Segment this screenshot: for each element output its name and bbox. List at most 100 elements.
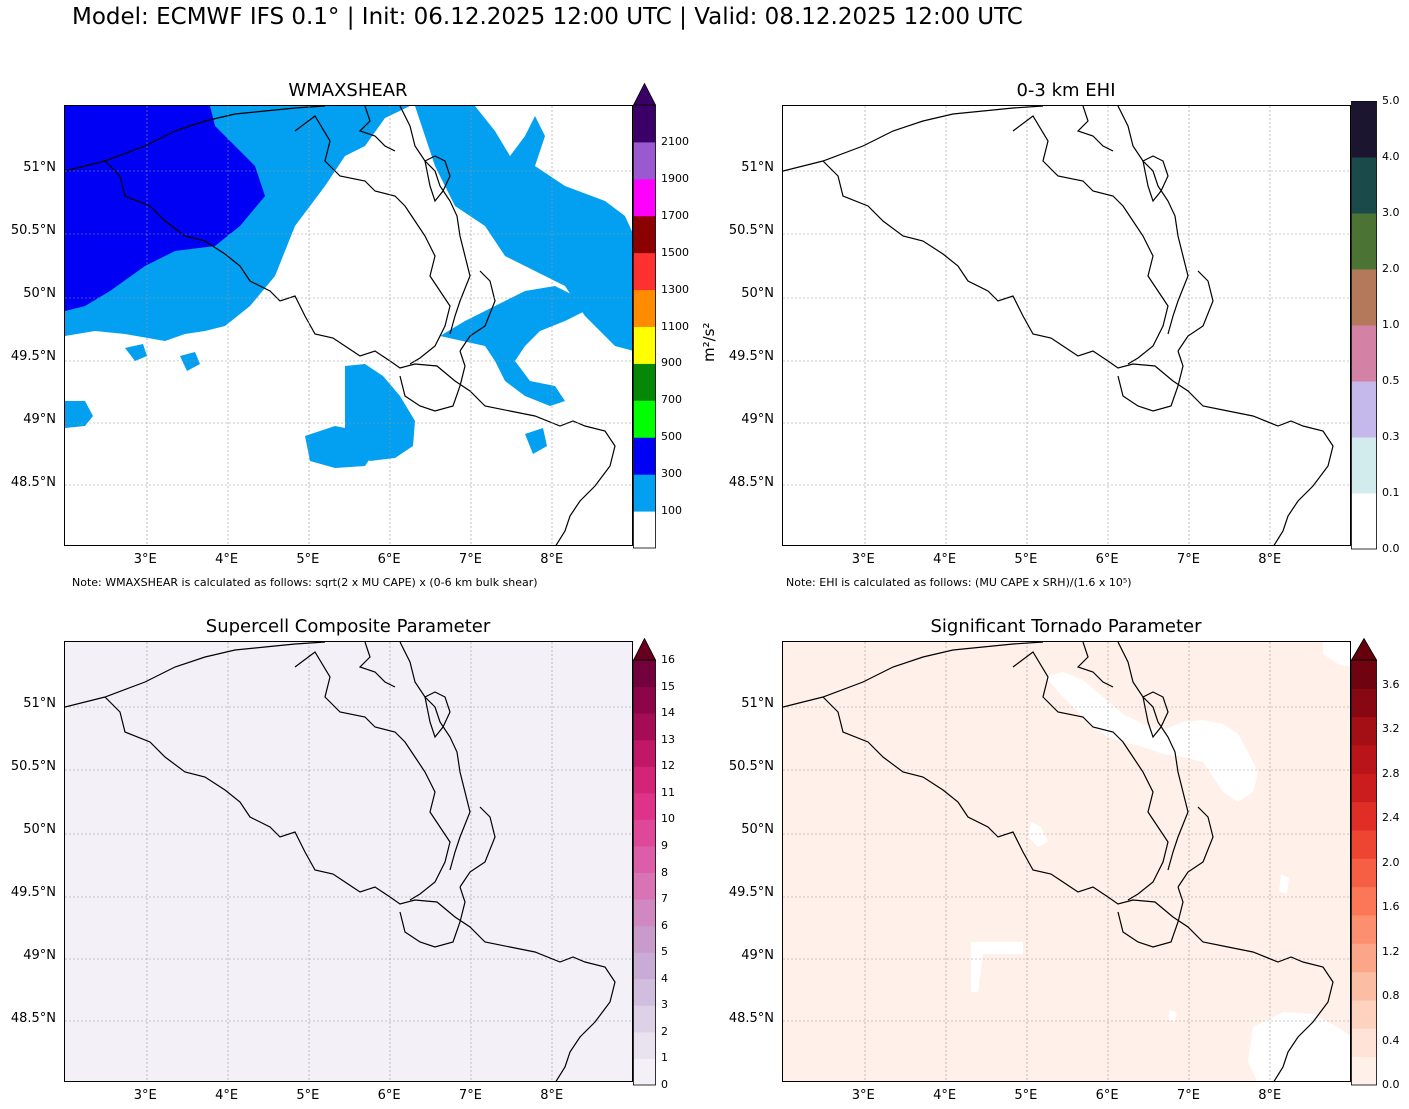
colorbar-tick-label: 2.0 [1382, 855, 1400, 869]
colorbar-border [633, 659, 656, 1086]
colorbar-tick-label: 0.5 [1382, 374, 1400, 387]
colorbar-segment [633, 792, 656, 820]
colorbar-segment [633, 363, 656, 401]
lat-tick-label: 50.5°N [728, 759, 774, 774]
lon-tick-label: 7°E [458, 552, 482, 567]
map-svg-ehi [783, 106, 1350, 545]
colorbar-extend-triangle [633, 638, 657, 661]
colorbar-segment [1351, 493, 1377, 550]
colorbar-tick-label: 1.0 [1382, 318, 1400, 331]
colorbar-segment [633, 252, 656, 291]
colorbar-tick-label: 6 [661, 918, 668, 932]
colorbar-tick-label: 1 [661, 1051, 668, 1065]
colorbar-segment [633, 474, 656, 512]
colorbar-segment [1351, 971, 1377, 1001]
colorbar-segment [633, 872, 656, 900]
lon-tick-label: 3°E [133, 1088, 157, 1103]
colorbar-border [633, 104, 656, 549]
colorbar-tick-label: 10 [661, 812, 675, 826]
colorbar-segment [1351, 943, 1377, 973]
colorbar-tick-label: 5 [661, 945, 668, 959]
lat-tick-label: 50.5°N [728, 223, 774, 238]
lat-tick-label: 49.5°N [728, 349, 774, 364]
panel-title-ehi: 0-3 km EHI [1016, 80, 1116, 101]
colorbar-segment [633, 1031, 656, 1059]
map-svg-stp [783, 642, 1350, 1081]
colorbar-tick-label: 0.4 [1382, 1033, 1400, 1047]
page-title: Model: ECMWF IFS 0.1° | Init: 06.12.2025… [72, 4, 1023, 30]
colorbar-tick-label: 3.0 [1382, 206, 1400, 219]
lat-tick-label: 50°N [23, 286, 56, 301]
colorbar-tick-label: 2.8 [1382, 766, 1400, 780]
colorbar-tick-label: 1100 [661, 319, 689, 333]
colorbar-stp [1351, 638, 1378, 1086]
colorbar-tick-label: 500 [661, 430, 682, 444]
map-svg-scp [65, 642, 632, 1081]
colorbar-tick-label: 2 [661, 1024, 668, 1038]
lat-tick-label: 50.5°N [10, 223, 56, 238]
colorbar-segment [1351, 213, 1377, 270]
colorbar-tick-label: 0.1 [1382, 486, 1400, 499]
map-scp [64, 641, 633, 1082]
lat-tick-label: 49°N [23, 948, 56, 963]
colorbar-segment [633, 215, 656, 254]
colorbar-tick-label: 3.6 [1382, 677, 1400, 691]
colorbar-segment [633, 1005, 656, 1033]
colorbar-tick-label: 2100 [661, 134, 689, 148]
lon-tick-label: 6°E [1095, 552, 1119, 567]
lon-tick-label: 3°E [133, 552, 157, 567]
colorbar-segment [1351, 716, 1377, 746]
colorbar-tick-label: 1900 [661, 171, 689, 185]
colorbar-segment [633, 819, 656, 847]
lat-tick-label: 49.5°N [728, 885, 774, 900]
colorbar-tick-label: 0.3 [1382, 430, 1400, 443]
lon-tick-label: 8°E [1258, 552, 1282, 567]
colorbar-segment [633, 660, 656, 688]
colorbar-tick-label: 700 [661, 393, 682, 407]
colorbar-tick-label: 4 [661, 971, 668, 985]
colorbar-tick-label: 4.0 [1382, 150, 1400, 163]
map-stp [782, 641, 1351, 1082]
colorbar-unit-label: m²/s² [700, 322, 718, 362]
colorbar-segment [633, 289, 656, 327]
lon-tick-label: 7°E [458, 1088, 482, 1103]
colorbar-extend-triangle [633, 83, 657, 106]
colorbar-segment [1351, 660, 1377, 689]
colorbar-segment [633, 925, 656, 953]
colorbar-segment [1351, 688, 1377, 718]
colorbar-segment [633, 105, 656, 143]
colorbar-segment [1351, 830, 1377, 859]
colorbar-segment [633, 326, 656, 364]
map-gridlines-ehi [783, 106, 1350, 545]
lat-tick-label: 49°N [741, 412, 774, 427]
colorbar-segment [633, 899, 656, 927]
colorbar-extend-triangle [1351, 638, 1378, 661]
map-borders-scp [65, 642, 616, 1081]
colorbar-segment [1351, 858, 1377, 888]
lat-tick-label: 48.5°N [728, 1011, 774, 1026]
colorbar-tick-label: 16 [661, 653, 675, 666]
lon-tick-label: 6°E [1095, 1088, 1119, 1103]
colorbar-tick-label: 1.2 [1382, 944, 1400, 958]
colorbar-segment [1351, 1028, 1377, 1058]
colorbar-wmaxshear [633, 83, 657, 549]
colorbar-segment [1351, 437, 1377, 494]
colorbar-segment [633, 178, 656, 217]
lat-tick-label: 48.5°N [10, 1011, 56, 1026]
colorbar-segment [1351, 381, 1377, 438]
map-gridlines-stp [783, 642, 1350, 1081]
colorbar-segment [633, 437, 656, 475]
lon-tick-label: 4°E [215, 1088, 239, 1103]
lat-tick-label: 49.5°N [10, 885, 56, 900]
lon-tick-label: 8°E [540, 1088, 564, 1103]
colorbar-tick-label: 8 [661, 865, 668, 879]
lon-tick-label: 6°E [377, 552, 401, 567]
lat-tick-label: 48.5°N [10, 475, 56, 490]
lon-tick-label: 4°E [933, 1088, 957, 1103]
colorbar-segment [1351, 745, 1377, 774]
colorbar-segment [633, 713, 656, 741]
lon-tick-label: 7°E [1176, 552, 1200, 567]
colorbar-segment [1351, 886, 1377, 916]
colorbar-segment [1351, 1000, 1377, 1029]
colorbar-segment [633, 511, 656, 549]
